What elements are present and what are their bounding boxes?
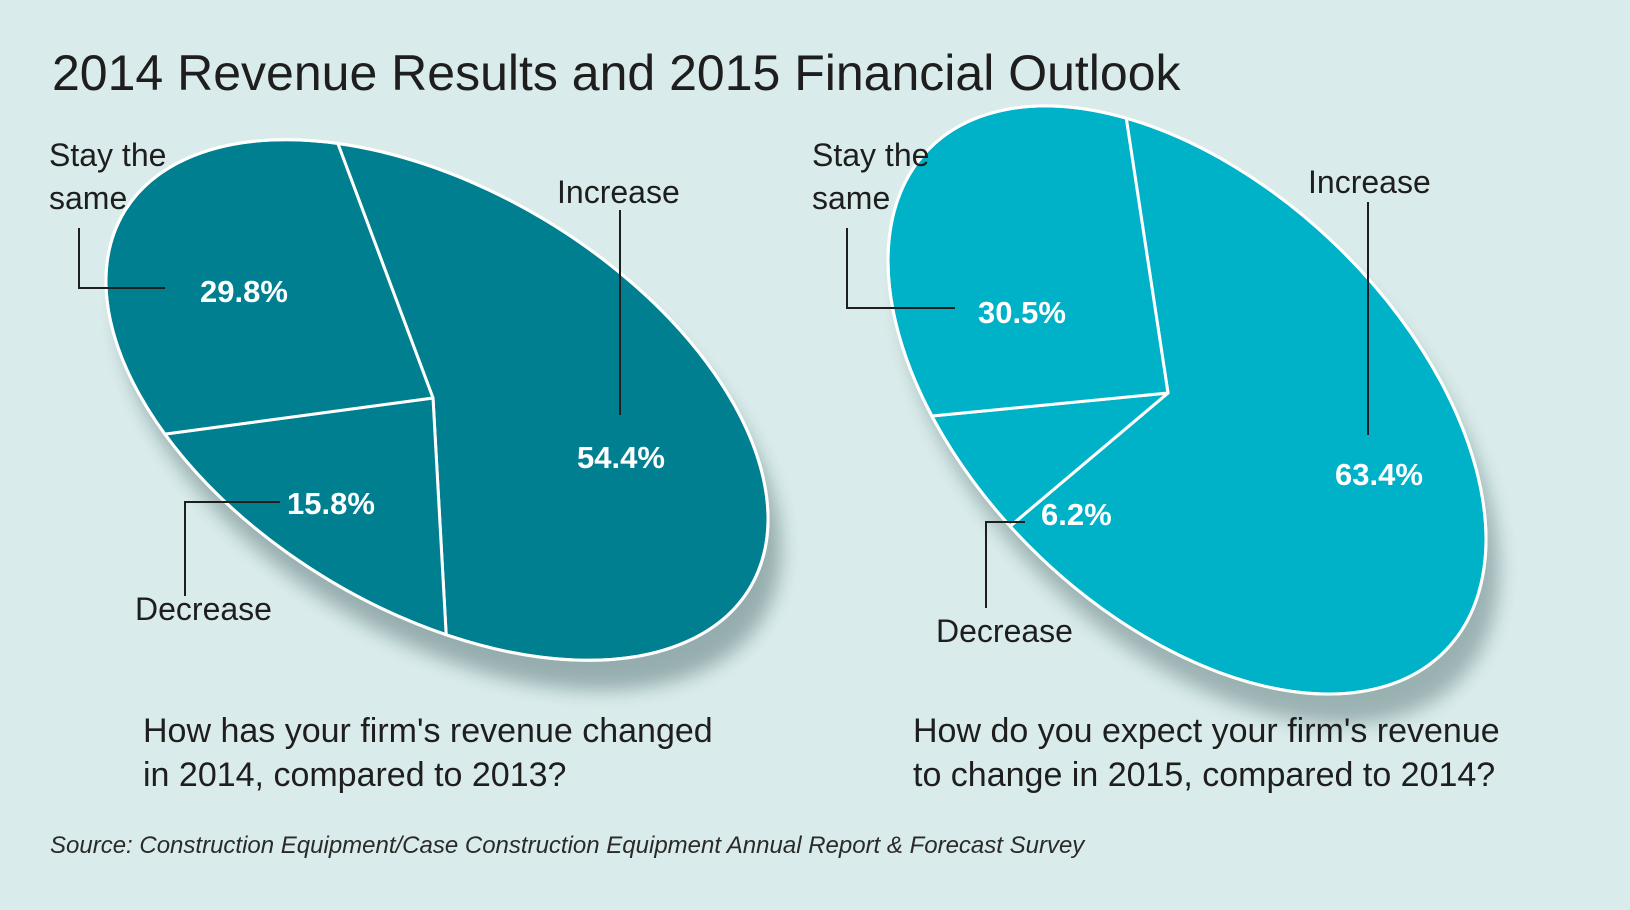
label-stay-same-line-1: Stay the [812,137,929,173]
leader-line-stay-same [78,228,165,289]
value-stay-same: 30.5% [978,295,1066,330]
value-decrease: 6.2% [1041,497,1112,532]
question-2015-line-1: How do you expect your firm's revenue [913,712,1500,750]
pie-rim [104,138,770,662]
pie-slices [104,138,770,662]
label-stay-same-line-2: same [49,180,127,216]
question-2015: How do you expect your firm's revenue to… [913,712,1509,794]
leader-line-decrease [184,501,280,596]
question-2014: How has your firm's revenue changed in 2… [143,712,722,794]
label-increase: Increase [557,174,680,210]
leader-line-stay-same [846,228,955,309]
pie-rim [886,104,1488,696]
label-decrease: Decrease [936,613,1073,649]
question-2014-line-2: in 2014, compared to 2013? [143,756,566,794]
label-decrease: Decrease [135,591,272,627]
label-stay-same: Stay the same [812,137,938,216]
leader-line-decrease [985,521,1025,608]
value-increase: 63.4% [1335,457,1423,492]
question-2015-line-2: to change in 2015, compared to 2014? [913,756,1495,794]
revenue-2015-pie: Stay the same Increase Decrease 30.5% 63… [812,104,1509,794]
label-stay-same-line-1: Stay the [49,137,166,173]
label-stay-same: Stay the same [49,137,175,216]
revenue-2014-pie: Stay the same Increase Decrease 29.8% 54… [49,137,782,794]
value-decrease: 15.8% [287,486,375,521]
value-increase: 54.4% [577,440,665,475]
chart-title: 2014 Revenue Results and 2015 Financial … [52,45,1182,101]
label-increase: Increase [1308,164,1431,200]
value-stay-same: 29.8% [200,274,288,309]
question-2014-line-1: How has your firm's revenue changed [143,712,713,750]
source-note: Source: Construction Equipment/Case Cons… [50,832,1086,859]
label-stay-same-line-2: same [812,180,890,216]
